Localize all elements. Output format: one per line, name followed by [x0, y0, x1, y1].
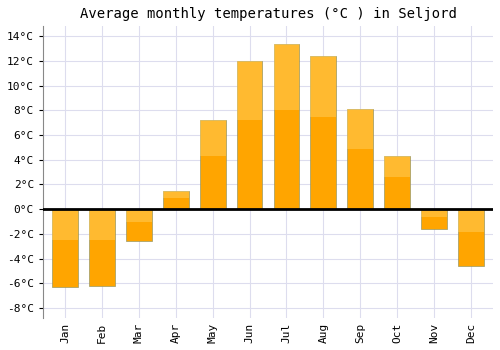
Bar: [274, 44, 299, 209]
Bar: [348, 109, 373, 149]
Bar: [458, 209, 484, 266]
Bar: [163, 191, 188, 198]
Bar: [310, 56, 336, 117]
Bar: [384, 156, 410, 209]
Bar: [126, 209, 152, 222]
Bar: [200, 120, 226, 156]
Bar: [236, 61, 262, 120]
Bar: [126, 209, 152, 241]
Title: Average monthly temperatures (°C ) in Seljord: Average monthly temperatures (°C ) in Se…: [80, 7, 456, 21]
Bar: [348, 109, 373, 209]
Bar: [200, 120, 226, 209]
Bar: [89, 209, 115, 240]
Bar: [52, 209, 78, 240]
Bar: [458, 209, 484, 232]
Bar: [163, 191, 188, 209]
Bar: [89, 209, 115, 286]
Bar: [421, 209, 447, 217]
Bar: [310, 56, 336, 209]
Bar: [384, 156, 410, 177]
Bar: [236, 61, 262, 209]
Bar: [52, 209, 78, 287]
Bar: [421, 209, 447, 229]
Bar: [274, 44, 299, 110]
